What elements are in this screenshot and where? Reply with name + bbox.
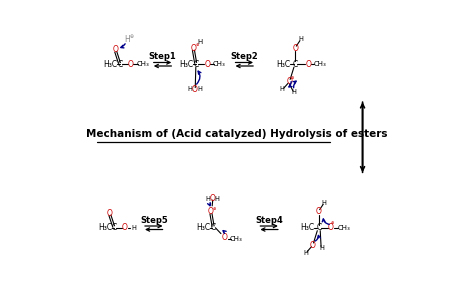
Text: Mechanism of (Acid catalyzed) Hydrolysis of esters: Mechanism of (Acid catalyzed) Hydrolysis… (86, 129, 388, 139)
Text: CH₃: CH₃ (137, 61, 149, 67)
Text: O: O (222, 234, 228, 242)
Text: O: O (316, 207, 322, 216)
Text: O: O (191, 85, 198, 93)
Text: O: O (287, 77, 292, 86)
Text: H₃C: H₃C (103, 60, 117, 69)
Text: Step4: Step4 (255, 216, 283, 225)
Text: H: H (197, 86, 202, 92)
Text: C: C (316, 223, 321, 232)
Text: O: O (107, 209, 113, 218)
Text: C: C (118, 60, 123, 69)
Text: ⊕: ⊕ (212, 207, 216, 211)
Text: Step1: Step1 (149, 52, 176, 61)
Text: H₃C: H₃C (277, 60, 291, 69)
Text: C: C (293, 60, 298, 69)
Text: H: H (321, 200, 327, 206)
Text: H: H (188, 86, 193, 92)
Text: H: H (125, 35, 130, 44)
Text: O: O (310, 241, 316, 250)
Text: H₃C: H₃C (300, 223, 314, 232)
Text: H: H (303, 250, 308, 256)
Text: O: O (208, 207, 214, 216)
Text: H: H (298, 36, 303, 42)
Text: ⊕: ⊕ (290, 76, 294, 80)
Text: O: O (204, 60, 210, 69)
Text: H: H (205, 196, 210, 201)
Text: CH₃: CH₃ (230, 236, 243, 242)
Text: Step2: Step2 (230, 52, 258, 61)
Text: O: O (113, 45, 119, 54)
Text: O: O (122, 223, 128, 232)
Text: H: H (280, 86, 285, 92)
Text: H₃C: H₃C (179, 60, 193, 69)
Text: ⊕: ⊕ (196, 43, 200, 47)
Text: O: O (128, 60, 133, 69)
Text: C: C (211, 223, 216, 232)
Text: ⊕: ⊕ (129, 34, 133, 39)
Text: ⊕: ⊕ (331, 221, 335, 225)
Text: Step5: Step5 (140, 216, 168, 225)
Text: O: O (190, 44, 196, 53)
Text: O: O (209, 194, 215, 203)
Text: H₃C: H₃C (99, 223, 113, 232)
Text: C: C (193, 60, 199, 69)
Text: H: H (215, 196, 219, 201)
Text: CH₃: CH₃ (212, 61, 225, 67)
Text: H: H (198, 39, 203, 45)
Text: C: C (112, 223, 117, 232)
Text: O: O (306, 60, 311, 69)
Text: H: H (319, 245, 324, 251)
Text: H: H (131, 225, 136, 231)
Text: H₃C: H₃C (196, 223, 210, 232)
Text: O: O (292, 44, 298, 53)
Text: H: H (292, 89, 296, 95)
Text: O: O (328, 223, 333, 232)
Text: CH₃: CH₃ (337, 225, 350, 231)
Text: CH₃: CH₃ (314, 61, 327, 67)
